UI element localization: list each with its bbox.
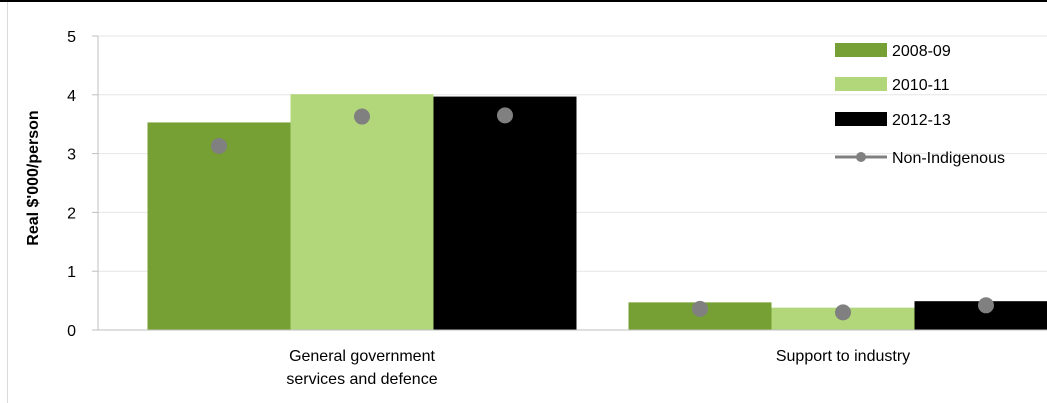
legend-swatch [835,112,887,126]
non-indigenous-marker [497,107,513,124]
legend-label: 2010-11 [892,77,950,94]
y-tick-label: 2 [67,205,76,222]
legend-label: 2012-13 [892,112,951,129]
non-indigenous-marker [835,304,851,321]
bar-2012-13 [433,96,577,331]
non-indigenous-markers [211,107,994,321]
left-rule [7,2,8,403]
non-indigenous-marker [354,108,370,125]
legend-label: 2008-09 [892,43,951,60]
category-label: Support to industry [776,348,910,365]
y-tick-label: 1 [67,264,76,281]
y-axis-ticks: 0 1 2 3 4 5 [67,29,98,340]
y-tick-label: 3 [67,147,76,164]
legend-marker [856,152,866,162]
category-label: General government services and defence [286,348,437,388]
y-axis-label: Real $'000/person [25,110,42,245]
bars [147,94,1047,331]
legend-swatch [835,77,887,91]
bar-2008-09 [147,122,291,330]
non-indigenous-marker [978,297,994,314]
y-tick-label: 4 [67,88,76,105]
legend: 2008-09 2010-11 2012-13 Non-Indigenous [835,43,1005,167]
legend-swatch [835,43,887,57]
y-tick-label: 5 [67,29,76,46]
legend-label: Non-Indigenous [892,150,1005,167]
non-indigenous-marker [211,137,227,154]
bar-2010-11 [290,94,434,330]
y-tick-label: 0 [67,323,76,340]
top-rule [0,0,1047,2]
non-indigenous-marker [692,300,708,317]
category-labels: General government services and defence Su… [286,348,910,388]
